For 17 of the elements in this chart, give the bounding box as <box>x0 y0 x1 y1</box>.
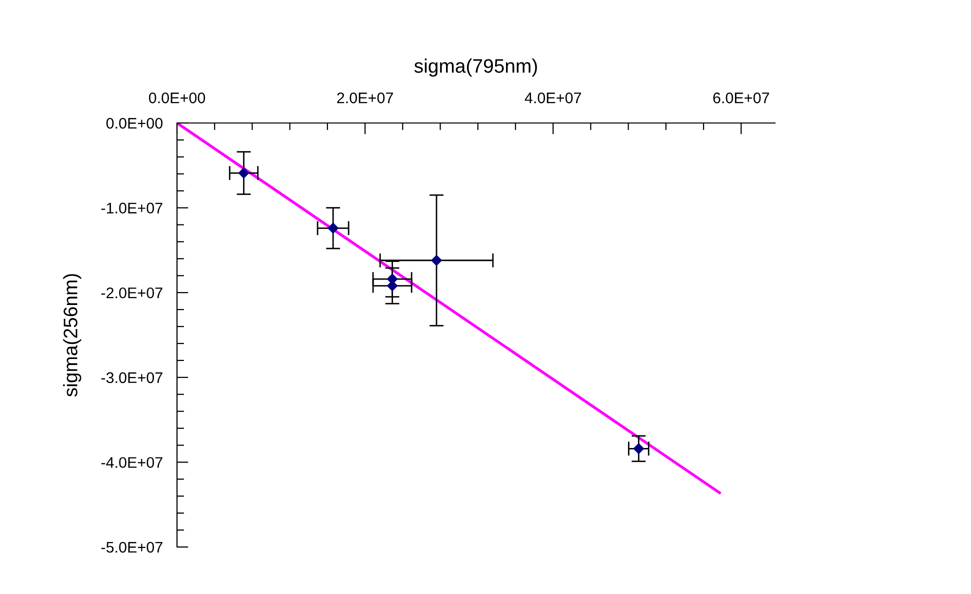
y-tick-label: -4.0E+07 <box>101 457 162 468</box>
x-tick-label: 4.0E+07 <box>524 92 582 104</box>
point <box>633 443 644 454</box>
point <box>387 280 398 292</box>
point <box>431 255 442 266</box>
x-tick-label: 2.0E+07 <box>337 92 393 104</box>
y-tick-label: -1.0E+07 <box>101 202 162 214</box>
point <box>328 222 338 234</box>
y-tick-label: 0.0E+00 <box>106 118 163 129</box>
x-tick-label: 6.0E+07 <box>713 92 770 104</box>
x-tick-label: 0.0E+00 <box>148 92 206 104</box>
y-axis-title: sigma(256nm) <box>63 274 82 397</box>
y-tick-label: -5.0E+07 <box>101 542 162 553</box>
point <box>238 168 250 178</box>
y-tick-label: -3.0E+07 <box>101 372 162 384</box>
x-axis-title: sigma(795nm) <box>414 58 537 77</box>
y-tick-label: -2.0E+07 <box>101 287 162 298</box>
